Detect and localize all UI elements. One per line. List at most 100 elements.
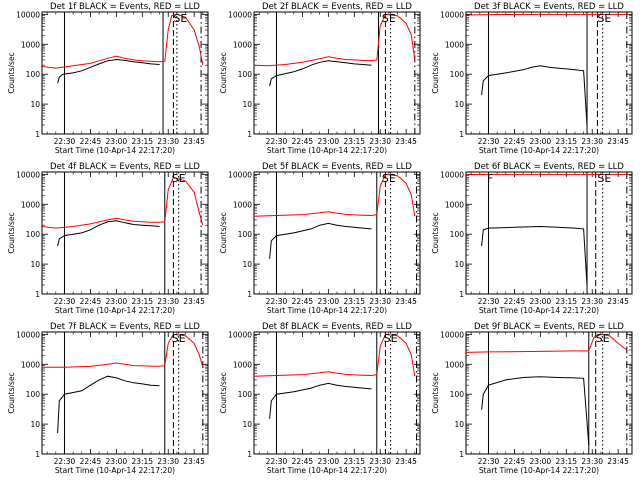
panel-title: Det 1f BLACK = Events, RED = LLD [50, 2, 200, 12]
series-events-line [269, 60, 372, 87]
y-tick-label: 1000 [445, 40, 464, 49]
y-tick-label: 1 [459, 450, 464, 459]
y-tick-label: 10000 [228, 10, 252, 19]
x-axis-label: Start Time (10-Apr-14 22:17:20) [267, 306, 387, 315]
panel-det-1: Det 1f BLACK = Events, RED = LLD 1 10 100 10… [7, 2, 209, 155]
y-tick-label: 10 [30, 100, 40, 109]
x-axis-label: Start Time (10-Apr-14 22:17:20) [267, 146, 387, 155]
x-tick-label: 23:15 [343, 297, 365, 306]
x-tick-label: 22:30 [266, 297, 288, 306]
x-tick-label: 23:30 [581, 137, 603, 146]
x-tick-label: 23:00 [530, 297, 552, 306]
y-tick-label: 10 [242, 100, 252, 109]
y-tick-label: 1000 [233, 40, 252, 49]
x-tick-label: 23:15 [343, 137, 365, 146]
x-tick-label: 22:30 [266, 137, 288, 146]
y-tick-label: 1000 [21, 40, 40, 49]
y-tick-label: 1000 [21, 360, 40, 369]
panel-title: Det 5f BLACK = Events, RED = LLD [262, 162, 412, 172]
panel-det-9: Det 9f BLACK = Events, RED = LLD 1 10 100 10… [431, 322, 633, 475]
x-tick-label: 23:15 [131, 297, 153, 306]
panel-det-6: Det 6f BLACK = Events, RED = LLD 1 10 100 10… [431, 162, 633, 315]
event-annotation: SE [382, 12, 396, 25]
plot-frame [253, 171, 421, 295]
y-tick-label: 100 [450, 390, 465, 399]
x-tick-label: 23:30 [157, 457, 179, 466]
x-tick-label: 22:45 [504, 137, 526, 146]
x-tick-label: 23:45 [607, 297, 629, 306]
panel-det-4: Det 4f BLACK = Events, RED = LLD 1 10 100 10… [7, 162, 209, 315]
x-tick-label: 22:45 [80, 137, 102, 146]
plot-frame [41, 331, 209, 455]
series-lld-line [42, 13, 204, 69]
x-tick-label: 22:45 [80, 297, 102, 306]
x-tick-label: 22:45 [80, 457, 102, 466]
y-tick-label: 1000 [233, 200, 252, 209]
y-tick-label: 10 [454, 260, 464, 269]
x-tick-label: 22:30 [54, 137, 76, 146]
event-annotation: SE [597, 172, 611, 185]
panel-title: Det 9f BLACK = Events, RED = LLD [474, 322, 624, 332]
x-tick-label: 23:45 [183, 297, 205, 306]
y-axis-label: Counts/sec [7, 52, 16, 93]
event-annotation: SE [173, 12, 187, 25]
series-lld-line [254, 173, 416, 217]
x-tick-label: 23:15 [555, 457, 577, 466]
event-annotation: SE [597, 12, 611, 25]
x-tick-label: 23:30 [369, 137, 391, 146]
x-tick-label: 22:30 [478, 457, 500, 466]
y-tick-label: 100 [26, 70, 41, 79]
x-tick-label: 22:45 [292, 137, 314, 146]
y-tick-label: 1000 [445, 360, 464, 369]
series-lld-line [254, 13, 416, 67]
series-events-line [481, 376, 590, 446]
y-tick-label: 1000 [445, 200, 464, 209]
x-tick-label: 23:00 [106, 457, 128, 466]
x-tick-label: 23:45 [183, 137, 205, 146]
y-tick-label: 10000 [228, 170, 252, 179]
y-tick-label: 1000 [233, 360, 252, 369]
panel-det-3: Det 3f BLACK = Events, RED = LLD 1 10 100 10… [431, 2, 633, 155]
series-events-line [269, 222, 372, 259]
y-axis-label: Counts/sec [219, 52, 228, 93]
plot-frame [253, 331, 421, 455]
y-tick-label: 1 [247, 130, 252, 139]
panel-title: Det 4f BLACK = Events, RED = LLD [50, 162, 200, 172]
x-axis-label: Start Time (10-Apr-14 22:17:20) [267, 466, 387, 475]
plot-frame [465, 11, 633, 135]
y-tick-label: 10 [30, 420, 40, 429]
y-tick-label: 1 [459, 290, 464, 299]
y-tick-label: 10000 [16, 10, 40, 19]
x-tick-label: 23:00 [530, 137, 552, 146]
y-tick-label: 100 [450, 70, 465, 79]
y-tick-label: 100 [238, 70, 253, 79]
y-tick-label: 10000 [440, 330, 464, 339]
y-tick-label: 10 [30, 260, 40, 269]
x-tick-label: 23:30 [369, 297, 391, 306]
x-tick-label: 23:00 [318, 297, 340, 306]
x-tick-label: 22:45 [504, 457, 526, 466]
x-tick-label: 22:30 [478, 137, 500, 146]
x-axis-label: Start Time (10-Apr-14 22:17:20) [55, 306, 175, 315]
series-lld-line [42, 333, 204, 368]
x-tick-label: 23:00 [530, 457, 552, 466]
panel-title: Det 6f BLACK = Events, RED = LLD [474, 162, 624, 172]
x-tick-label: 23:00 [318, 457, 340, 466]
x-tick-label: 22:45 [292, 297, 314, 306]
x-tick-label: 23:45 [183, 457, 205, 466]
x-tick-label: 23:15 [555, 137, 577, 146]
plot-frame [41, 11, 209, 135]
y-tick-label: 1 [247, 290, 252, 299]
series-lld-line [254, 333, 416, 377]
y-axis-label: Counts/sec [431, 52, 440, 93]
event-annotation: SE [172, 172, 186, 185]
panel-title: Det 3f BLACK = Events, RED = LLD [474, 2, 624, 12]
series-lld-line [466, 13, 627, 16]
panel-title: Det 8f BLACK = Events, RED = LLD [262, 322, 412, 332]
series-events-line [57, 220, 160, 247]
x-axis-label: Start Time (10-Apr-14 22:17:20) [55, 466, 175, 475]
x-tick-label: 23:30 [157, 137, 179, 146]
y-axis-label: Counts/sec [431, 372, 440, 413]
plot-frame [465, 331, 633, 455]
y-tick-label: 100 [26, 230, 41, 239]
